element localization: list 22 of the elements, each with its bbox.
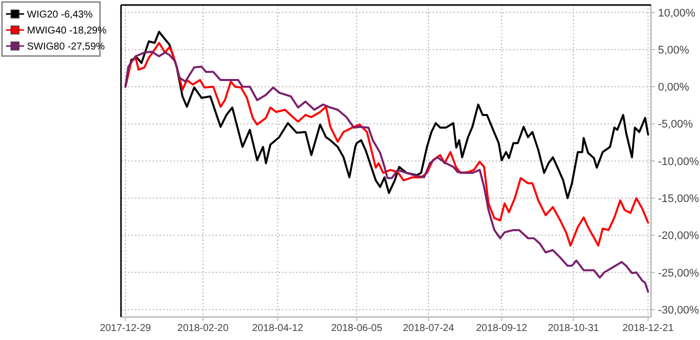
x-tick-label: 2018-12-21 (622, 323, 674, 334)
x-tick-label: 2018-10-31 (548, 323, 600, 334)
y-tick-label: -30,00% (658, 304, 700, 316)
x-tick-label: 2018-04-12 (252, 323, 304, 334)
x-tick-label: 2018-02-20 (177, 323, 229, 334)
y-tick-label: 5,00% (658, 44, 690, 56)
line-series (124, 50, 650, 293)
x-tick-label: 2018-09-12 (476, 323, 528, 334)
legend-label: WIG20 -6,43% (27, 10, 93, 20)
y-tick-label: 10,00% (658, 7, 696, 20)
x-tick-label: 2017-12-29 (100, 323, 152, 334)
line-series (124, 42, 650, 247)
y-tick-label: -10,00% (658, 156, 700, 168)
x-tick-label: 2018-07-24 (402, 323, 454, 334)
legend-label: MWIG40 -18,29% (27, 26, 107, 36)
y-tick-label: -20,00% (658, 230, 700, 242)
y-tick-label: 0,00% (658, 82, 690, 94)
y-tick-label: -25,00% (658, 267, 700, 280)
y-tick-label: -5,00% (658, 118, 694, 131)
y-tick-label: -15,00% (658, 192, 700, 205)
x-tick-label: 2018-06-05 (331, 323, 383, 334)
legend-label: SWIG80 -27,59% (27, 42, 105, 52)
